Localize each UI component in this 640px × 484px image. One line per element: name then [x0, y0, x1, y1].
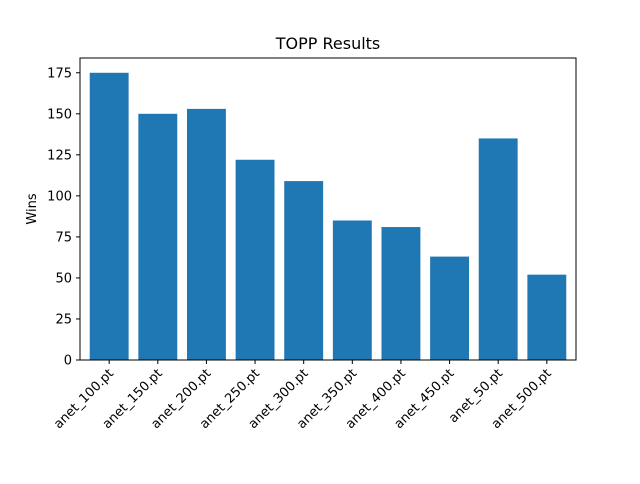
y-tick-label: 150 [47, 107, 72, 122]
y-tick-label: 0 [64, 354, 72, 369]
y-tick-label: 25 [55, 312, 72, 327]
y-tick-label: 175 [47, 66, 72, 81]
y-axis-ticks: 0 25 50 75 100 125 150 175 [47, 66, 80, 369]
bar-anet_450.pt [430, 256, 470, 360]
y-tick-label: 100 [47, 189, 72, 204]
bar-anet_250.pt [235, 159, 275, 360]
x-axis-ticks: anet_100.ptanet_150.ptanet_200.ptanet_25… [51, 360, 555, 432]
bar-anet_400.pt [381, 227, 421, 360]
bar-anet_100.pt [89, 72, 129, 361]
y-tick-label: 50 [55, 271, 72, 286]
y-tick-label: 125 [47, 148, 72, 163]
bar-anet_350.pt [332, 220, 372, 360]
bar-anet_150.pt [138, 113, 178, 360]
plot-area-frame [79, 57, 577, 361]
y-tick-label: 75 [55, 230, 72, 245]
bar-anet_300.pt [284, 181, 324, 360]
y-axis-label: Wins [25, 193, 40, 224]
bar-anet_50.pt [478, 138, 518, 360]
chart-title: TOPP Results [275, 34, 381, 53]
bar-anet_500.pt [527, 274, 567, 360]
bar-anet_200.pt [186, 108, 226, 360]
bars-group [89, 72, 567, 361]
